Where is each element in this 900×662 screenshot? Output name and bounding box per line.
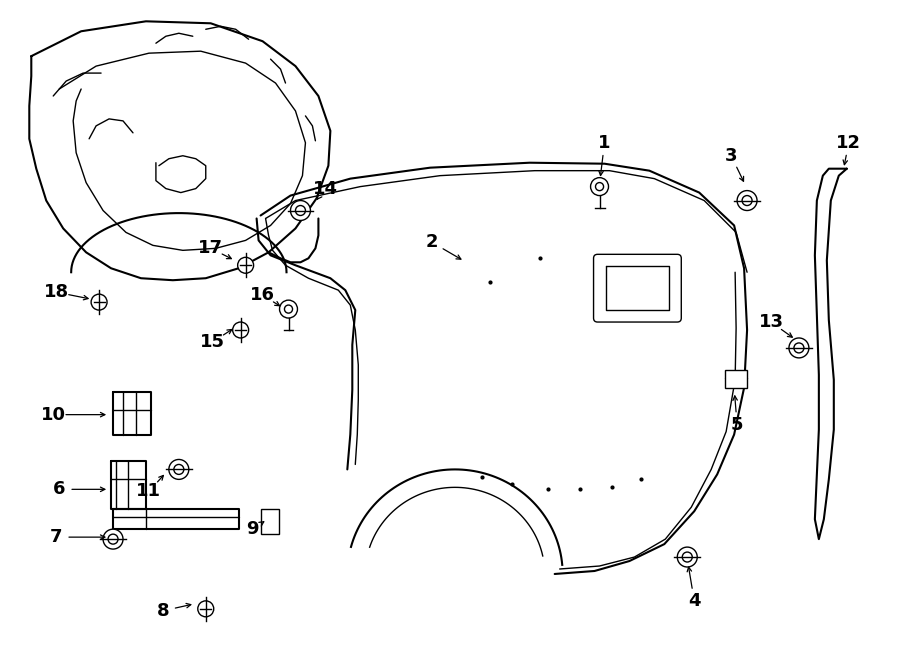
Circle shape bbox=[590, 177, 608, 195]
Circle shape bbox=[291, 201, 310, 220]
Text: 3: 3 bbox=[724, 147, 737, 165]
Text: 8: 8 bbox=[157, 602, 169, 620]
Text: 2: 2 bbox=[426, 234, 438, 252]
Circle shape bbox=[91, 294, 107, 310]
Text: 6: 6 bbox=[53, 481, 66, 498]
Circle shape bbox=[174, 465, 184, 475]
Text: 13: 13 bbox=[759, 313, 784, 331]
Text: 7: 7 bbox=[50, 528, 62, 546]
Circle shape bbox=[169, 459, 189, 479]
Circle shape bbox=[108, 534, 118, 544]
Circle shape bbox=[284, 305, 292, 313]
Text: 16: 16 bbox=[250, 286, 275, 304]
Text: 12: 12 bbox=[836, 134, 861, 152]
Circle shape bbox=[280, 300, 298, 318]
Bar bbox=[261, 509, 278, 534]
Text: 1: 1 bbox=[598, 134, 611, 152]
Text: 18: 18 bbox=[44, 283, 68, 301]
Text: 4: 4 bbox=[688, 592, 700, 610]
Circle shape bbox=[794, 343, 804, 353]
Circle shape bbox=[789, 338, 809, 358]
Text: 11: 11 bbox=[137, 483, 161, 500]
Text: 17: 17 bbox=[198, 240, 223, 258]
Bar bbox=[725, 370, 747, 388]
Circle shape bbox=[295, 205, 305, 216]
Circle shape bbox=[742, 195, 752, 205]
Circle shape bbox=[682, 552, 692, 562]
Circle shape bbox=[198, 601, 213, 617]
Circle shape bbox=[737, 191, 757, 211]
Circle shape bbox=[104, 529, 123, 549]
Text: 10: 10 bbox=[40, 406, 66, 424]
Circle shape bbox=[678, 547, 698, 567]
Text: 5: 5 bbox=[731, 416, 743, 434]
FancyBboxPatch shape bbox=[594, 254, 681, 322]
Text: 15: 15 bbox=[200, 333, 225, 351]
Circle shape bbox=[596, 183, 604, 191]
Text: 14: 14 bbox=[313, 179, 338, 197]
Circle shape bbox=[233, 322, 248, 338]
Text: 9: 9 bbox=[247, 520, 259, 538]
Circle shape bbox=[238, 258, 254, 273]
